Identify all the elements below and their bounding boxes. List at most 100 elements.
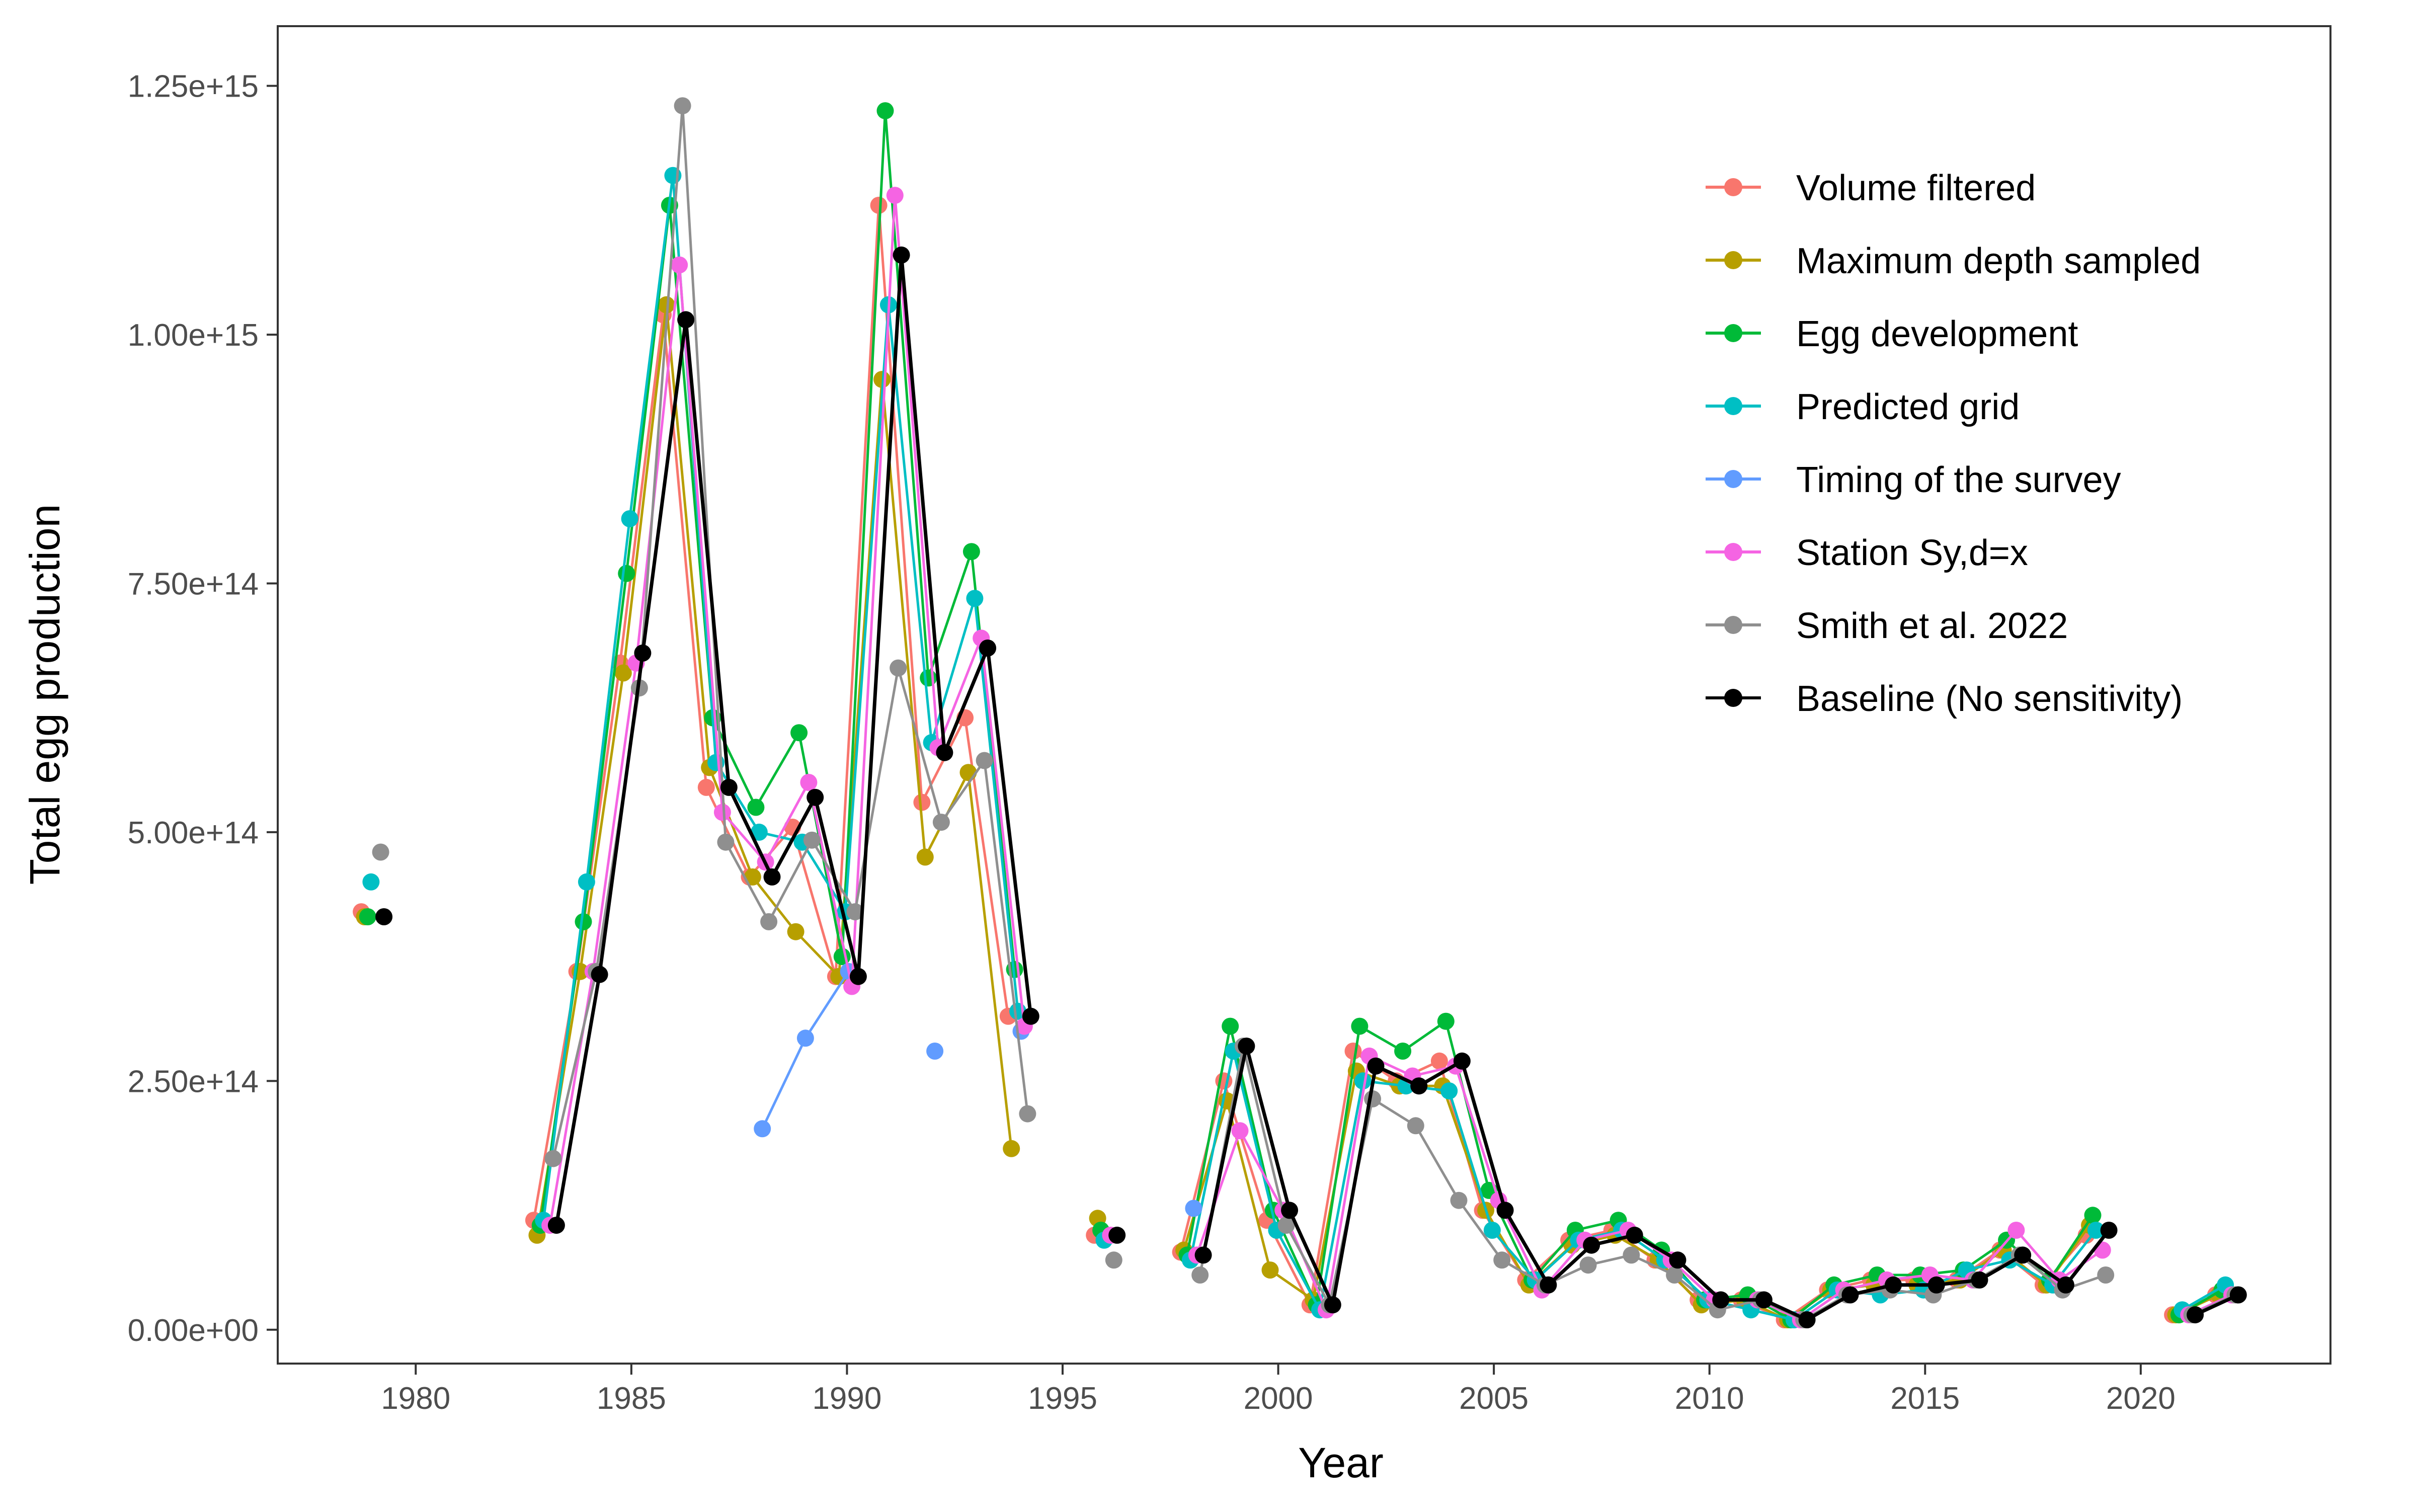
y-tick-label: 2.50e+14 [128, 1064, 259, 1099]
data-point [790, 724, 808, 742]
data-point [372, 843, 389, 861]
data-point [1666, 1266, 1683, 1284]
data-point [890, 659, 907, 677]
legend-label: Predicted grid [1796, 387, 2020, 427]
data-point [1623, 1246, 1640, 1264]
y-tick-label: 7.50e+14 [128, 567, 259, 602]
data-point [1185, 1200, 1202, 1217]
data-point [747, 799, 765, 816]
data-point [1394, 1043, 1412, 1060]
data-point [1540, 1276, 1557, 1294]
data-point [744, 868, 761, 886]
data-point [979, 640, 997, 657]
legend-item: Maximum depth sampled [1706, 241, 2201, 281]
data-point [1579, 1256, 1597, 1274]
legend-label: Station Sy,d=x [1796, 533, 2028, 573]
x-tick-label: 1990 [812, 1381, 881, 1416]
data-point [1261, 1261, 1279, 1279]
legend-item: Baseline (No sensitivity) [1706, 679, 2183, 719]
data-point [754, 1120, 771, 1138]
x-tick-label: 2000 [1244, 1381, 1313, 1416]
data-point [936, 744, 953, 761]
data-point [870, 197, 888, 214]
data-point [359, 908, 376, 925]
legend-label: Baseline (No sensitivity) [1796, 679, 2183, 719]
series-line [542, 174, 1019, 1221]
data-point [1351, 1017, 1369, 1035]
y-tick-label: 0.00e+00 [128, 1313, 259, 1348]
series-line [535, 303, 1013, 1236]
legend-key-point [1724, 470, 1742, 488]
data-point [966, 590, 984, 607]
x-axis-title: Year [1298, 1439, 1384, 1486]
data-point [2187, 1306, 2204, 1324]
data-point [674, 97, 691, 115]
legend: Volume filtered Maximum depth sampled Egg … [1706, 168, 2201, 719]
data-point [932, 814, 950, 831]
data-point [1583, 1236, 1600, 1254]
data-point [893, 246, 910, 264]
data-point [1354, 1072, 1372, 1090]
data-point [763, 868, 781, 886]
data-point [1003, 1140, 1020, 1157]
data-point [720, 778, 738, 796]
data-point [846, 903, 864, 921]
data-point [1238, 1038, 1255, 1055]
data-point [886, 187, 904, 204]
data-point [876, 102, 894, 120]
legend-item: Volume filtered [1706, 168, 2036, 208]
data-point [1841, 1286, 1859, 1304]
data-point [1669, 1251, 1686, 1269]
data-point [1496, 1202, 1514, 1219]
legend-item: Station Sy,d=x [1706, 533, 2028, 573]
legend-key-point [1724, 543, 1742, 561]
data-point [1493, 1251, 1511, 1269]
data-point [575, 913, 592, 930]
data-point [1483, 1222, 1501, 1239]
data-point [697, 778, 715, 796]
legend-item: Egg development [1706, 314, 2078, 354]
y-tick-label: 1.25e+15 [128, 69, 259, 104]
x-tick-label: 2015 [1890, 1381, 1960, 1416]
data-point [1755, 1291, 1773, 1309]
data-point [2007, 1222, 2025, 1239]
data-point [1971, 1271, 1988, 1289]
data-point [976, 752, 993, 769]
data-point [1927, 1276, 1945, 1294]
data-point [807, 788, 824, 806]
data-point [1440, 1082, 1458, 1100]
data-point [1022, 1007, 1039, 1025]
data-point [1626, 1226, 1643, 1244]
legend-label: Volume filtered [1796, 168, 2036, 208]
x-tick-label: 2010 [1675, 1381, 1744, 1416]
data-point [621, 510, 638, 527]
data-point [578, 873, 595, 891]
legend-label: Egg development [1796, 314, 2078, 354]
legend-key-point [1724, 251, 1742, 269]
data-point [1222, 1017, 1239, 1035]
data-point [2100, 1222, 2118, 1239]
data-point [959, 764, 977, 781]
series-line [1201, 1044, 2111, 1322]
data-point [962, 543, 980, 561]
data-point [916, 848, 934, 866]
y-axis: 0.00e+00 2.50e+14 5.00e+14 7.50e+14 1.00e+15… [128, 69, 278, 1348]
series-7 [375, 246, 2247, 1328]
data-point [1108, 1226, 1126, 1244]
legend-label: Maximum depth sampled [1796, 241, 2201, 281]
data-point [1231, 1122, 1249, 1140]
data-point [1281, 1202, 1299, 1219]
data-point [1367, 1057, 1385, 1075]
data-point [362, 873, 380, 891]
data-point [2229, 1286, 2247, 1304]
data-point [796, 1029, 814, 1047]
data-point [713, 804, 731, 821]
data-point [614, 664, 632, 682]
legend-label: Smith et al. 2022 [1796, 606, 2068, 646]
legend-item: Predicted grid [1706, 387, 2020, 427]
data-point [2057, 1276, 2074, 1294]
data-point [1410, 1077, 1428, 1095]
data-point [1885, 1276, 1902, 1294]
